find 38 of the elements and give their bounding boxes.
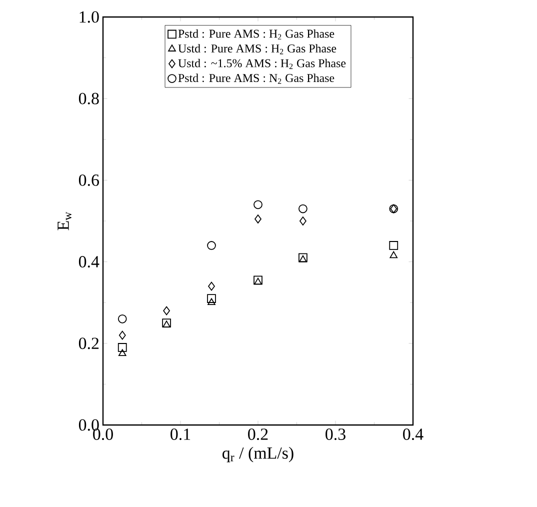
y-tick-label: 1.0 xyxy=(80,11,99,23)
legend-label: Pstd : Pure AMS : H$_{2}$ Gas Phase xyxy=(178,29,334,40)
x-tick-label: 0.1 xyxy=(170,428,190,440)
point xyxy=(300,216,306,226)
x-tick-label: 0.0 xyxy=(93,428,113,440)
point xyxy=(118,314,127,324)
point xyxy=(162,320,170,328)
y-tick-label: 0.0 xyxy=(78,419,99,431)
point xyxy=(118,343,127,352)
y-tick-label: 0.4 xyxy=(78,256,100,268)
point xyxy=(208,298,216,306)
point xyxy=(207,241,216,250)
point xyxy=(163,306,170,316)
x-tick-label: 0.2 xyxy=(248,428,268,440)
point xyxy=(207,294,216,303)
y-tick-label: 0.6 xyxy=(78,174,99,186)
point xyxy=(299,255,307,262)
x-tick-label: 0.3 xyxy=(326,428,346,440)
x-tick-label: 0.4 xyxy=(403,428,424,440)
point xyxy=(118,330,126,340)
x-axis-title: q$_{r}$ / (mL/s) xyxy=(222,446,294,462)
point xyxy=(254,214,262,224)
point xyxy=(254,276,262,285)
point xyxy=(298,253,308,262)
point xyxy=(390,251,398,258)
point xyxy=(118,349,126,356)
point xyxy=(254,200,262,210)
legend-label: Ustd : Pure AMS : H$_{2}$ Gas Phase xyxy=(178,44,336,54)
point xyxy=(254,278,262,285)
y-tick-label: 0.8 xyxy=(78,92,99,104)
legend-label: Ustd : ~1.5% AMS : H$_{2}$ Gas Phase xyxy=(178,58,346,69)
legend-label: Pstd : Pure AMS : N$_{2}$ Gas Phase xyxy=(178,74,334,84)
y-axis-title: E$_{w}$ xyxy=(58,212,72,230)
point xyxy=(162,318,171,328)
y-tick-label: 0.2 xyxy=(78,338,99,350)
point xyxy=(208,282,215,291)
point xyxy=(298,204,308,214)
point xyxy=(389,241,398,250)
